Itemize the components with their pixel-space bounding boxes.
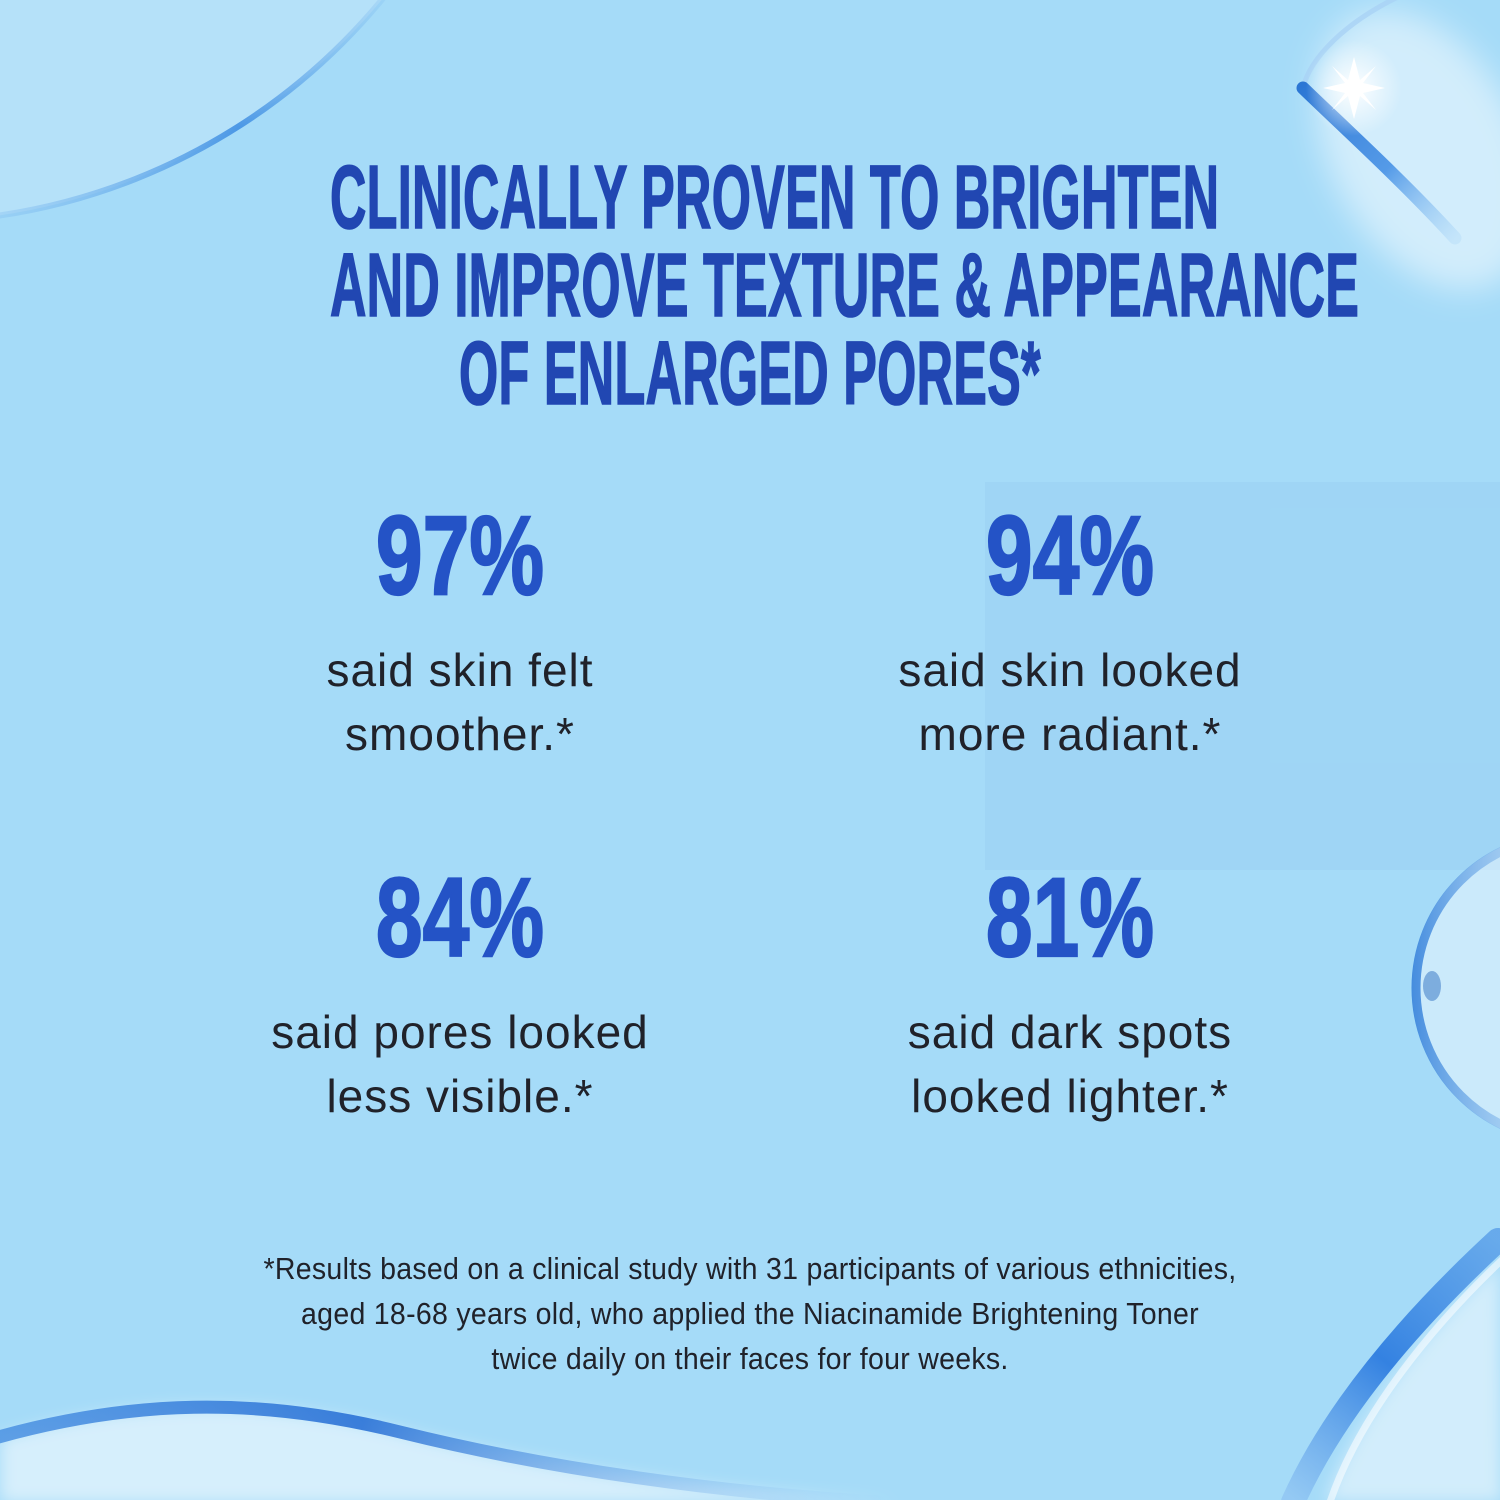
- footnote-line-1: *Results based on a clinical study with …: [263, 1251, 1237, 1286]
- glass-panel-right: [985, 482, 1500, 870]
- stat-label: said skin felt smoother.*: [150, 638, 770, 766]
- footnote-line-2: aged 18-68 years old, who applied the Ni…: [301, 1296, 1199, 1331]
- gel-swoosh-bottom-right: [1281, 1228, 1500, 1500]
- headline-line-3: OF ENLARGED PORES*: [459, 324, 1042, 424]
- stat-label-line: said skin looked: [898, 644, 1242, 696]
- stat-label: said skin looked more radiant.*: [760, 638, 1380, 766]
- headline-line-1: CLINICALLY PROVEN TO BRIGHTEN: [330, 148, 1220, 248]
- stat-block-dark-spots: 81% said dark spots looked lighter.*: [760, 855, 1380, 1128]
- stat-label-line: less visible.*: [326, 1070, 594, 1122]
- stat-label-line: more radiant.*: [918, 708, 1222, 760]
- droplet-sparkle-top-right: [1296, 0, 1500, 290]
- stat-value: 97%: [375, 493, 545, 618]
- sparkle-icon: [1323, 57, 1385, 119]
- headline-line-2: AND IMPROVE TEXTURE & APPEARANCE: [330, 236, 1360, 336]
- stat-label-line: said pores looked: [271, 1006, 649, 1058]
- stat-label: said dark spots looked lighter.*: [760, 1000, 1380, 1128]
- stat-label-line: smoother.*: [345, 708, 575, 760]
- stat-block-radiant: 94% said skin looked more radiant.*: [760, 493, 1380, 766]
- stat-label-line: said dark spots: [907, 1006, 1233, 1058]
- gel-wave-bottom-left: [0, 1400, 906, 1500]
- footnote: *Results based on a clinical study with …: [0, 1246, 1500, 1381]
- stat-block-smoother: 97% said skin felt smoother.*: [150, 493, 770, 766]
- stat-label-line: said skin felt: [326, 644, 594, 696]
- footnote-line-3: twice daily on their faces for four week…: [491, 1341, 1009, 1376]
- stat-value: 81%: [985, 855, 1155, 980]
- headline: CLINICALLY PROVEN TO BRIGHTEN AND IMPROV…: [0, 148, 1500, 424]
- bubble-top-left: [0, 0, 386, 219]
- bubble-right-edge: [1411, 847, 1500, 1129]
- stat-label-line: looked lighter.*: [911, 1070, 1229, 1122]
- stat-value: 94%: [985, 493, 1155, 618]
- stat-block-pores: 84% said pores looked less visible.*: [150, 855, 770, 1128]
- stat-value: 84%: [375, 855, 545, 980]
- stat-label: said pores looked less visible.*: [150, 1000, 770, 1128]
